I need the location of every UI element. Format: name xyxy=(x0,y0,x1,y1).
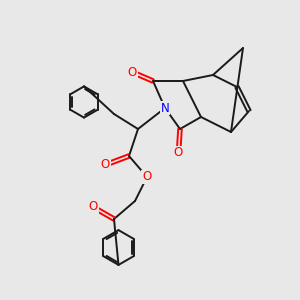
Text: O: O xyxy=(128,65,136,79)
Text: O: O xyxy=(174,146,183,160)
Text: O: O xyxy=(88,200,98,214)
Text: N: N xyxy=(160,101,169,115)
Text: O: O xyxy=(142,170,152,184)
Text: O: O xyxy=(100,158,109,172)
